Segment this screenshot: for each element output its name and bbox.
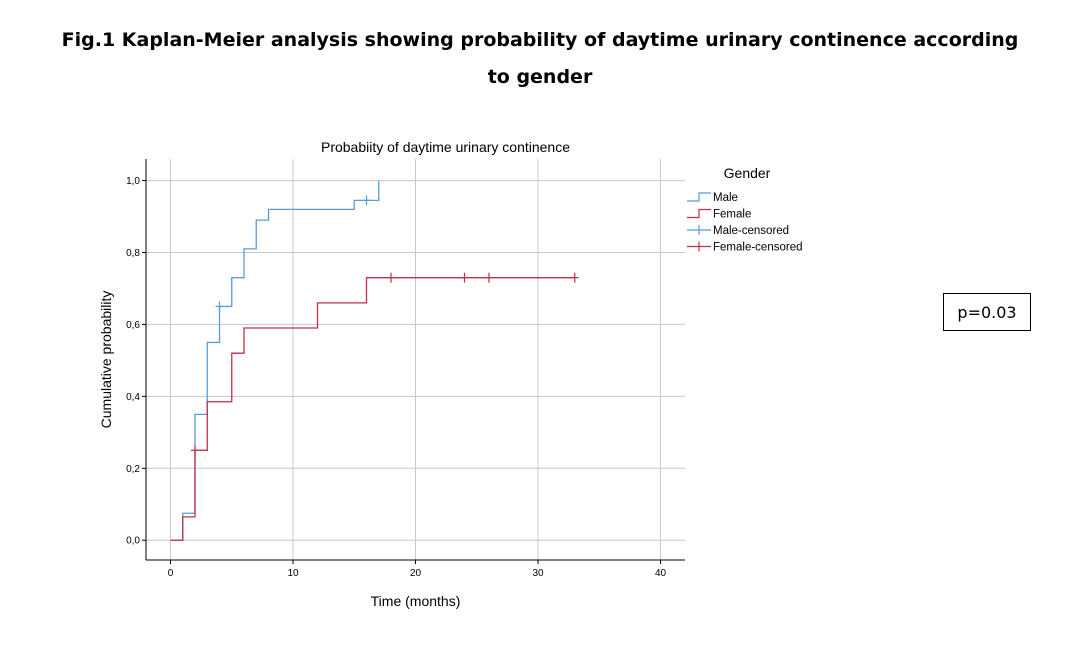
legend-label: Male-censored	[713, 225, 789, 237]
y-tick-label: 1,0	[126, 176, 140, 187]
legend-title: Gender	[724, 165, 771, 181]
x-tick-label: 10	[287, 568, 299, 579]
y-tick-label: 0,6	[126, 320, 140, 331]
legend-label: Female-censored	[713, 242, 802, 254]
y-tick-label: 0,0	[126, 536, 140, 547]
y-tick-label: 0,4	[126, 392, 140, 403]
x-tick-label: 20	[410, 568, 422, 579]
y-tick-label: 0,2	[126, 464, 140, 475]
x-tick-label: 0	[168, 568, 174, 579]
legend-label: Female	[713, 209, 751, 221]
legend-swatch-step	[687, 192, 711, 202]
y-tick-label: 0,8	[126, 248, 140, 259]
chart-title: Probabiity of daytime urinary continence	[321, 139, 570, 155]
x-axis-label: Time (months)	[371, 593, 461, 609]
p-value-box: p=0.03	[943, 293, 1031, 331]
legend-label: Male	[713, 192, 738, 204]
legend-swatch-step	[687, 208, 711, 219]
p-value-label: p=0.03	[957, 302, 1017, 322]
series-line-female	[170, 277, 575, 541]
figure-title: Fig.1 Kaplan-Meier analysis showing prob…	[61, 29, 1019, 88]
x-tick-label: 30	[532, 568, 544, 579]
series-line-male	[170, 180, 380, 541]
y-axis-label: Cumulative probability	[98, 291, 114, 429]
x-tick-label: 40	[655, 568, 667, 579]
